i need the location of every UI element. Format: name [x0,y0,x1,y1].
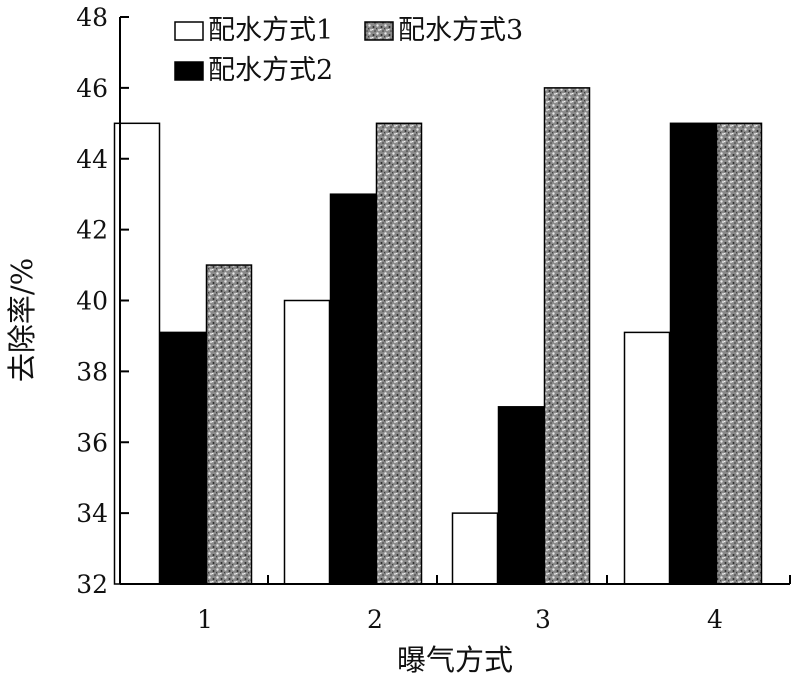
legend-label: 配水方式3 [398,15,523,46]
bar-series2-cat1 [159,331,207,585]
legend-swatch [174,61,204,81]
y-tick-label: 44 [76,145,108,174]
x-tick-label: 2 [367,605,383,634]
bars [113,87,763,585]
x-tick-label: 3 [535,605,551,634]
y-axis-ticks: 32 34 36 38 40 42 44 46 48 [76,3,129,599]
bar-series3-cat3 [543,87,591,585]
y-tick-label: 42 [76,216,108,245]
legend: 配水方式1 配水方式3 配水方式2 [174,15,523,86]
bar-series2-cat4 [669,122,717,585]
y-tick-label: 36 [76,428,108,457]
bar-series1-cat3 [451,512,499,585]
y-tick-label: 46 [76,74,108,103]
bar-series2-cat3 [497,406,545,585]
y-tick-label: 40 [76,287,108,316]
y-tick-label: 34 [76,499,108,528]
x-axis-ticks: 1 2 3 4 [197,575,791,634]
legend-label: 配水方式1 [208,15,333,46]
y-tick-label: 32 [76,570,108,599]
y-tick-label: 48 [76,3,108,32]
bar-series1-cat2 [283,299,331,585]
y-axis-title: 去除率/% [5,258,39,382]
bar-series2-cat2 [329,193,377,585]
legend-label: 配水方式2 [208,55,333,86]
x-tick-label: 4 [707,605,723,634]
legend-swatch [174,21,204,41]
legend-swatch [364,21,394,41]
bar-series3-cat4 [715,122,763,585]
bar-series1-cat4 [623,331,671,585]
bar-series1-cat1 [113,122,161,585]
bar-series3-cat1 [205,264,253,585]
x-tick-label: 1 [197,605,213,634]
x-axis-title: 曝气方式 [397,643,513,677]
y-tick-label: 38 [76,357,108,386]
bar-series3-cat2 [375,122,423,585]
